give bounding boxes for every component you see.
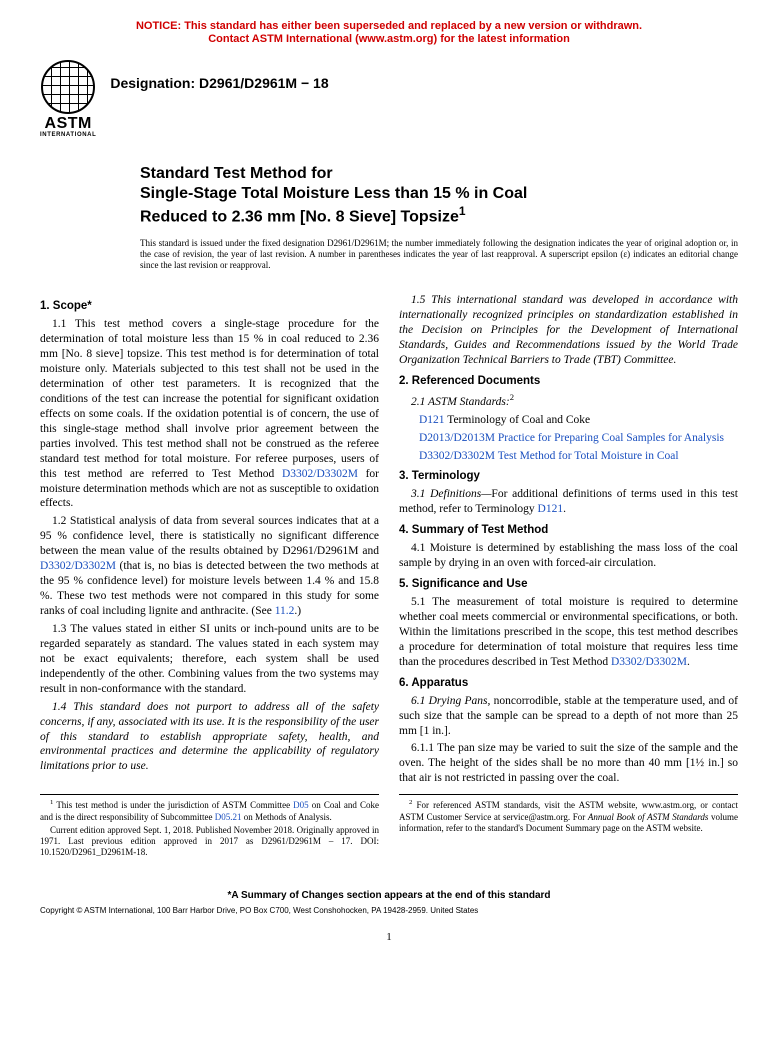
astm-logo: ASTM INTERNATIONAL: [40, 60, 96, 140]
title-line3: Reduced to 2.36 mm [No. 8 Sieve] Topsize: [140, 209, 459, 226]
link-d3302-a[interactable]: D3302/D3302M: [282, 468, 358, 480]
logo-word: ASTM: [40, 116, 96, 132]
link-11-2[interactable]: 11.2: [275, 605, 295, 617]
summary-heading: 4. Summary of Test Method: [399, 523, 738, 538]
para-4-1: 4.1 Moisture is determined by establishi…: [399, 541, 738, 571]
ref-lead: 2.1 ASTM Standards:2: [399, 392, 738, 410]
para-1-2: 1.2 Statistical analysis of data from se…: [40, 514, 379, 619]
standard-title: Standard Test Method for Single-Stage To…: [140, 164, 738, 227]
apparatus-heading: 6. Apparatus: [399, 676, 738, 691]
footnote-columns: 1 This test method is under the jurisdic…: [40, 786, 738, 860]
body-columns: 1. Scope* 1.1 This test method covers a …: [40, 293, 738, 786]
title-line1: Standard Test Method for: [140, 164, 738, 184]
referenced-docs-heading: 2. Referenced Documents: [399, 374, 738, 389]
significance-heading: 5. Significance and Use: [399, 577, 738, 592]
scope-heading: 1. Scope*: [40, 299, 379, 314]
para-1-4: 1.4 This standard does not purport to ad…: [40, 700, 379, 775]
issuance-note: This standard is issued under the fixed …: [140, 238, 738, 272]
para-6-1-1: 6.1.1 The pan size may be varied to suit…: [399, 741, 738, 786]
notice-line1: NOTICE: This standard has either been su…: [136, 20, 642, 32]
title-line2: Single-Stage Total Moisture Less than 15…: [140, 185, 527, 202]
page-footer: *A Summary of Changes section appears at…: [40, 889, 738, 945]
terminology-heading: 3. Terminology: [399, 469, 738, 484]
link-d0521[interactable]: D05.21: [215, 812, 242, 822]
footnote-left: 1 This test method is under the jurisdic…: [40, 794, 379, 860]
footnote-1b: Current edition approved Sept. 1, 2018. …: [40, 825, 379, 859]
globe-icon: [41, 60, 95, 114]
footnote-right: 2 For referenced ASTM standards, visit t…: [399, 794, 738, 860]
para-3-1: 3.1 Definitions—For additional definitio…: [399, 487, 738, 517]
link-d121[interactable]: D121: [419, 414, 445, 426]
copyright-line: Copyright © ASTM International, 100 Barr…: [40, 906, 738, 916]
link-d3302-d[interactable]: D3302/D3302M: [611, 656, 687, 668]
page-number: 1: [40, 930, 738, 944]
footnote-2: 2 For referenced ASTM standards, visit t…: [399, 799, 738, 834]
designation: Designation: D2961/D2961M − 18: [110, 74, 328, 92]
link-d3302-c[interactable]: D3302/D3302M: [419, 450, 495, 462]
ref-d121: D121 Terminology of Coal and Coke: [399, 413, 738, 428]
notice-line2: Contact ASTM International (www.astm.org…: [208, 33, 570, 45]
logo-intl: INTERNATIONAL: [40, 132, 96, 140]
ref-d2013: D2013/D2013M Practice for Preparing Coal…: [399, 431, 738, 446]
link-d05[interactable]: D05: [293, 800, 309, 810]
para-1-5: 1.5 This international standard was deve…: [399, 293, 738, 368]
supersede-notice: NOTICE: This standard has either been su…: [40, 20, 738, 46]
link-d121-b[interactable]: D121: [538, 503, 564, 515]
para-5-1: 5.1 The measurement of total moisture is…: [399, 595, 738, 670]
title-footnote-ref: 1: [459, 204, 466, 218]
link-d3302-b[interactable]: D3302/D3302M: [40, 560, 116, 572]
link-d2013[interactable]: D2013/D2013M: [419, 432, 495, 444]
para-1-1: 1.1 This test method covers a single-sta…: [40, 317, 379, 511]
footnote-1: 1 This test method is under the jurisdic…: [40, 799, 379, 823]
para-1-3: 1.3 The values stated in either SI units…: [40, 622, 379, 697]
para-6-1: 6.1 Drying Pans, noncorrodible, stable a…: [399, 694, 738, 739]
header-row: ASTM INTERNATIONAL Designation: D2961/D2…: [40, 60, 738, 140]
ref-d3302: D3302/D3302M Test Method for Total Moist…: [399, 449, 738, 464]
summary-changes-note: *A Summary of Changes section appears at…: [40, 889, 738, 902]
